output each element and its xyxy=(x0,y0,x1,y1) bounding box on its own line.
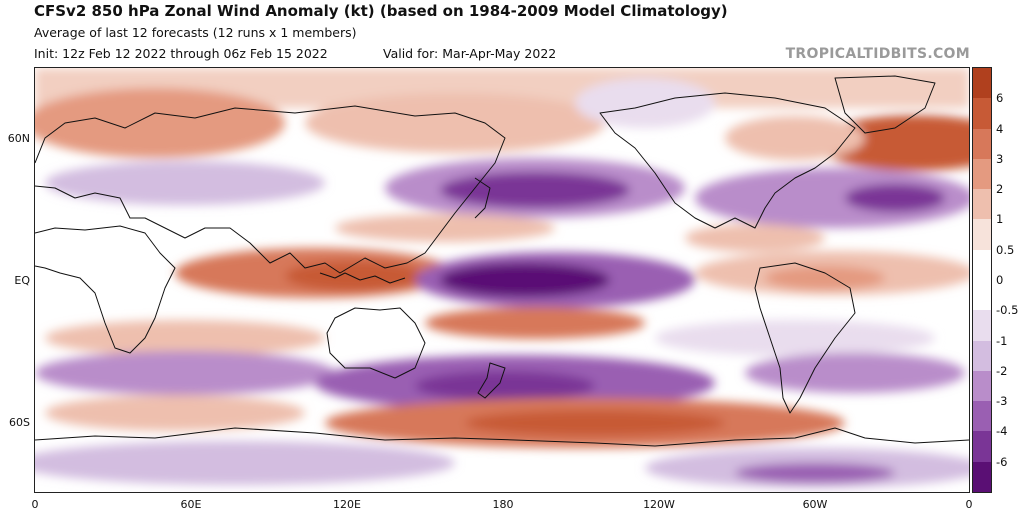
colorbar-label: -0.5 xyxy=(996,303,1019,318)
colorbar-segment xyxy=(973,219,991,251)
lon-label-180: 180 xyxy=(492,498,514,511)
south-america-coastline xyxy=(754,262,856,414)
lon-label-0-left: 0 xyxy=(31,498,39,511)
australia-coastline xyxy=(326,307,426,379)
map-title: CFSv2 850 hPa Zonal Wind Anomaly (kt) (b… xyxy=(34,2,728,20)
colorbar-segment xyxy=(973,370,991,402)
lon-label-120e: 120E xyxy=(333,498,361,511)
lon-label-120w: 120W xyxy=(643,498,675,511)
colorbar-label: -3 xyxy=(996,394,1008,409)
anomaly-map xyxy=(34,67,970,493)
greenland-coastline xyxy=(834,75,936,134)
colorbar-segment xyxy=(973,431,991,463)
newzealand-coastline xyxy=(477,362,506,399)
site-brand: TROPICALTIDBITS.COM xyxy=(785,46,970,62)
colorbar-label: 3 xyxy=(996,151,1004,166)
colorbar-segment xyxy=(973,98,991,130)
colorbar-segment xyxy=(973,340,991,372)
map-canvas xyxy=(35,68,969,492)
colorbar-segment xyxy=(973,68,991,99)
colorbar-label: 0 xyxy=(996,273,1004,287)
africa-coastline xyxy=(35,225,176,354)
colorbar-segment xyxy=(973,310,991,342)
colorbar-label: -1 xyxy=(996,333,1008,348)
colorbar-label: 1 xyxy=(996,212,1004,227)
colorbar-label: -6 xyxy=(996,454,1008,469)
colorbar-segment xyxy=(973,189,991,220)
antarctica-coastline xyxy=(35,427,969,447)
colorbar-label: -4 xyxy=(996,424,1008,439)
north-america-coastline xyxy=(599,92,856,229)
init-time: Init: 12z Feb 12 2022 through 06z Feb 15… xyxy=(34,46,328,61)
colorbar-segment xyxy=(973,280,991,311)
colorbar-label: 2 xyxy=(996,182,1004,197)
colorbar-segment xyxy=(973,249,991,281)
indonesia-coastline xyxy=(319,272,406,284)
japan-coastline xyxy=(474,177,491,219)
lon-label-60w: 60W xyxy=(802,498,828,511)
colorbar-segment xyxy=(973,461,991,493)
colorbar-label: 4 xyxy=(996,121,1004,136)
lat-label-60n: 60N xyxy=(7,132,30,145)
coastlines xyxy=(35,75,969,447)
colorbar-segment xyxy=(973,128,991,160)
colorbar-segment xyxy=(973,158,991,190)
lon-label-60e: 60E xyxy=(180,498,202,511)
lon-label-0-right: 0 xyxy=(965,498,973,511)
colorbar-label: 0.5 xyxy=(996,242,1015,257)
valid-period: Valid for: Mar-Apr-May 2022 xyxy=(383,46,557,61)
map-subtitle: Average of last 12 forecasts (12 runs x … xyxy=(34,25,357,40)
colorbar-segment xyxy=(973,401,991,432)
colorbar-label: -2 xyxy=(996,363,1008,378)
eurasia-coastline xyxy=(35,105,506,274)
colorbar-label: 6 xyxy=(996,91,1004,106)
lat-label-60s: 60S xyxy=(9,416,30,429)
lat-label-eq: EQ xyxy=(14,274,30,287)
colorbar xyxy=(972,67,992,493)
